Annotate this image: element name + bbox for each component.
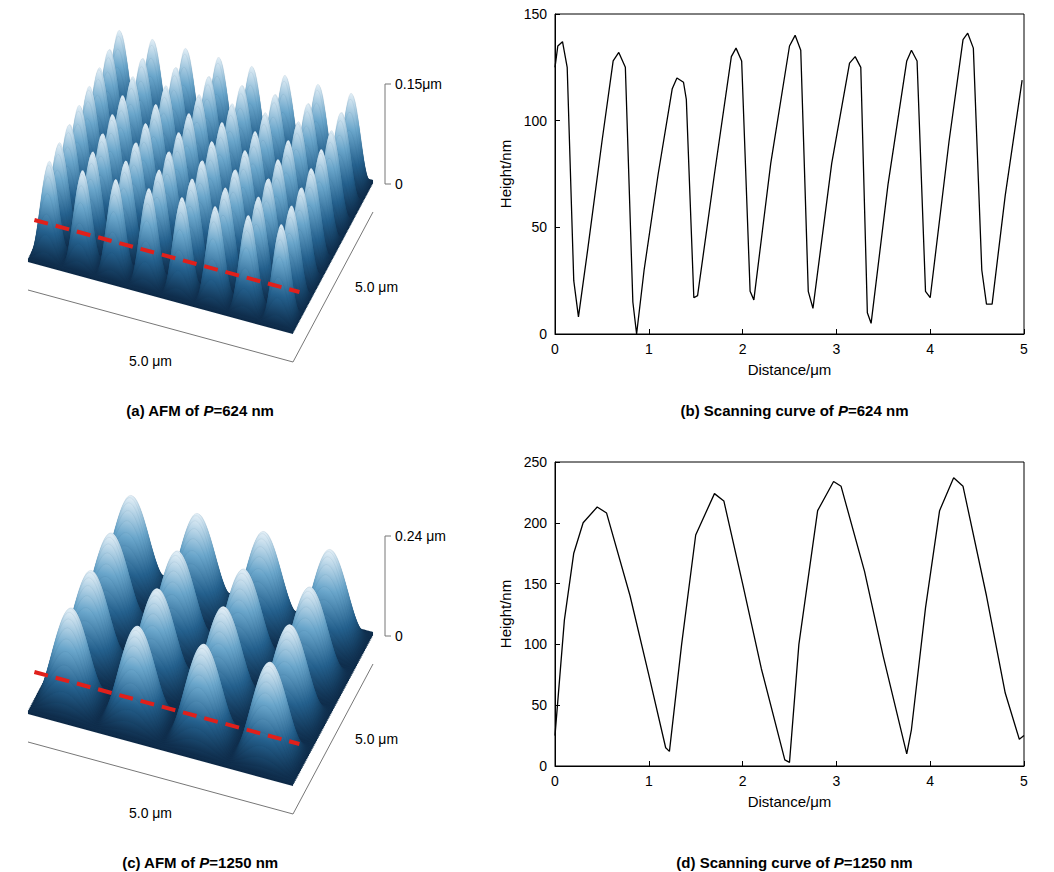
svg-text:50: 50 <box>531 697 547 713</box>
svg-text:5.0 μm: 5.0 μm <box>355 279 398 295</box>
svg-text:P: P <box>203 402 214 419</box>
svg-text:(a) AFM of: (a) AFM of <box>126 402 203 419</box>
svg-text:P: P <box>199 854 210 871</box>
svg-text:2: 2 <box>739 773 747 789</box>
svg-text:P: P <box>833 854 844 871</box>
svg-text:100: 100 <box>524 636 548 652</box>
svg-text:150: 150 <box>524 6 548 22</box>
svg-text:2: 2 <box>739 341 747 357</box>
svg-text:5: 5 <box>1020 773 1028 789</box>
svg-text:0: 0 <box>539 758 547 774</box>
svg-text:5.0 μm: 5.0 μm <box>129 805 172 821</box>
svg-text:3: 3 <box>833 341 841 357</box>
svg-text:=1250 nm: =1250 nm <box>844 854 913 871</box>
svg-text:3: 3 <box>833 773 841 789</box>
svg-text:Distance/μm: Distance/μm <box>748 793 832 810</box>
svg-text:4: 4 <box>926 341 934 357</box>
svg-text:0: 0 <box>551 341 559 357</box>
svg-text:250: 250 <box>524 454 548 470</box>
svg-text:Distance/μm: Distance/μm <box>748 361 832 378</box>
svg-text:Height/nm: Height/nm <box>497 580 514 648</box>
svg-text:4: 4 <box>926 773 934 789</box>
svg-text:(c) AFM of: (c) AFM of <box>122 854 199 871</box>
svg-text:50: 50 <box>531 219 547 235</box>
svg-text:=624 nm: =624 nm <box>214 402 274 419</box>
svg-text:(d) Scanning curve of: (d) Scanning curve of <box>676 854 834 871</box>
svg-text:150: 150 <box>524 576 548 592</box>
svg-text:5: 5 <box>1020 341 1028 357</box>
svg-text:0: 0 <box>395 628 403 644</box>
svg-text:(b) Scanning curve of: (b) Scanning curve of <box>681 402 839 419</box>
svg-text:100: 100 <box>524 113 548 129</box>
svg-text:200: 200 <box>524 515 548 531</box>
svg-text:0: 0 <box>539 326 547 342</box>
svg-text:1: 1 <box>645 773 653 789</box>
svg-text:1: 1 <box>645 341 653 357</box>
svg-text:0: 0 <box>395 176 403 192</box>
svg-text:=1250 nm: =1250 nm <box>209 854 278 871</box>
svg-text:=624 nm: =624 nm <box>848 402 908 419</box>
svg-text:5.0 μm: 5.0 μm <box>129 353 172 369</box>
svg-text:Height/nm: Height/nm <box>497 140 514 208</box>
svg-text:0.24 μm: 0.24 μm <box>395 528 446 544</box>
svg-text:0.15μm: 0.15μm <box>395 76 442 92</box>
svg-text:5.0 μm: 5.0 μm <box>355 731 398 747</box>
svg-text:0: 0 <box>551 773 559 789</box>
svg-text:P: P <box>838 402 848 419</box>
